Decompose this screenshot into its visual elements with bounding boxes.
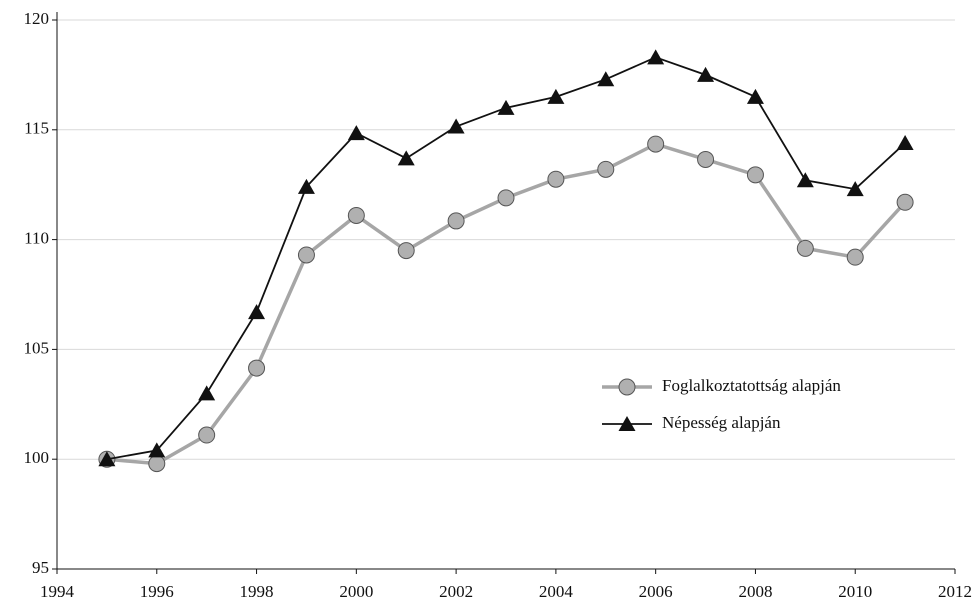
data-point bbox=[248, 304, 266, 320]
data-point bbox=[148, 455, 166, 473]
data-point bbox=[248, 359, 266, 377]
y-tick-label: 120 bbox=[24, 9, 50, 28]
data-point bbox=[297, 246, 315, 264]
legend-marker bbox=[618, 378, 636, 396]
y-tick-label: 95 bbox=[32, 558, 49, 577]
data-point bbox=[896, 134, 914, 150]
data-point bbox=[397, 150, 415, 166]
data-point bbox=[148, 442, 166, 458]
data-point bbox=[896, 193, 914, 211]
data-point bbox=[397, 242, 415, 260]
data-point bbox=[846, 248, 864, 266]
data-point bbox=[796, 239, 814, 257]
data-point bbox=[497, 189, 515, 207]
data-point bbox=[347, 206, 365, 224]
legend-label: Foglalkoztatottság alapján bbox=[662, 376, 841, 395]
data-point bbox=[796, 172, 814, 188]
legend-marker bbox=[618, 416, 636, 431]
data-point bbox=[597, 71, 615, 87]
y-tick-label: 115 bbox=[24, 119, 49, 138]
x-tick-label: 2000 bbox=[339, 582, 373, 601]
data-point bbox=[198, 426, 216, 444]
data-point bbox=[597, 160, 615, 178]
data-point bbox=[547, 170, 565, 188]
data-point bbox=[347, 125, 365, 141]
legend-label: Népesség alapján bbox=[662, 413, 781, 432]
data-point bbox=[697, 150, 715, 168]
x-tick-label: 2008 bbox=[738, 582, 772, 601]
data-point bbox=[547, 88, 565, 104]
x-tick-label: 1996 bbox=[140, 582, 174, 601]
x-tick-label: 2002 bbox=[439, 582, 473, 601]
x-tick-label: 2012 bbox=[938, 582, 972, 601]
data-point bbox=[647, 135, 665, 153]
data-point bbox=[746, 166, 764, 184]
data-point bbox=[447, 118, 465, 134]
y-tick-label: 100 bbox=[24, 448, 50, 467]
x-tick-label: 2010 bbox=[838, 582, 872, 601]
data-point bbox=[746, 88, 764, 104]
data-point bbox=[198, 385, 216, 401]
x-tick-label: 1994 bbox=[40, 582, 75, 601]
x-tick-label: 2006 bbox=[639, 582, 673, 601]
data-point bbox=[846, 181, 864, 197]
data-point bbox=[647, 49, 665, 65]
data-point bbox=[497, 99, 515, 115]
data-point bbox=[297, 178, 315, 194]
series-line bbox=[106, 56, 906, 461]
y-tick-label: 110 bbox=[24, 229, 49, 248]
x-tick-label: 2004 bbox=[539, 582, 574, 601]
data-point bbox=[447, 212, 465, 230]
data-point bbox=[98, 451, 116, 467]
x-tick-label: 1998 bbox=[240, 582, 274, 601]
y-tick-label: 105 bbox=[24, 338, 50, 357]
data-point bbox=[697, 66, 715, 82]
